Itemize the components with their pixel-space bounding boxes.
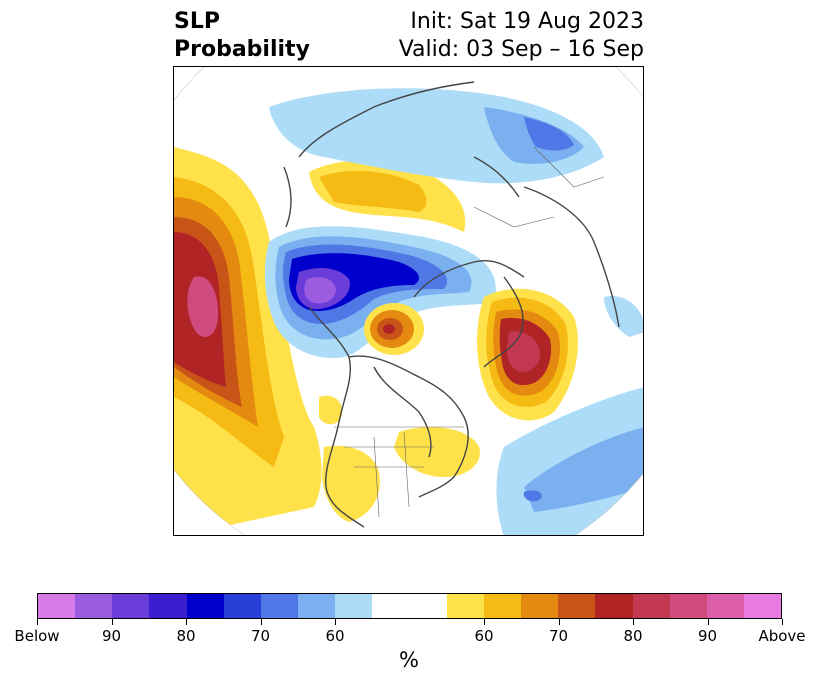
colorbar-tick [335, 619, 336, 625]
colorbar-swatch [706, 594, 744, 618]
colorbar-swatch [595, 594, 633, 618]
colorbar-swatch [112, 594, 150, 618]
pacific-below-anomaly [269, 88, 604, 184]
colorbar-tick-label: 80 [623, 627, 643, 645]
colorbar-swatch [409, 594, 447, 618]
colorbar-swatch [669, 594, 707, 618]
arctic-below-anomaly [264, 226, 496, 358]
colorbar-tick [558, 619, 560, 625]
colorbar-swatch [298, 594, 336, 618]
colorbar-tick-label: Below [14, 627, 60, 645]
colorbar-tick-label: 60 [325, 627, 345, 645]
colorbar-tick [707, 619, 709, 625]
colorbar-tick-label: 60 [474, 627, 494, 645]
init-date: Init: Sat 19 Aug 2023 [410, 9, 644, 34]
valid-dates: Valid: 03 Sep – 16 Sep [398, 37, 644, 62]
colorbar-swatch [446, 594, 484, 618]
colorbar-tick [633, 619, 634, 625]
colorbar-units: % [399, 648, 419, 672]
colorbar-tick-label: 70 [548, 627, 569, 645]
colorbar-tick-label: 70 [250, 627, 271, 645]
colorbar-swatch [558, 594, 596, 618]
colorbar-swatch [75, 594, 113, 618]
colorbar-tick-label: 90 [101, 627, 122, 645]
colorbar-swatch [38, 594, 76, 618]
colorbar [37, 593, 782, 619]
north-america-above-anomaly [319, 395, 480, 522]
colorbar-tick [186, 619, 187, 625]
colorbar-swatch [743, 594, 782, 618]
colorbar-swatch [149, 594, 187, 618]
siberia-above-band [309, 160, 466, 232]
colorbar-tick [260, 619, 262, 625]
coastlines [283, 81, 620, 528]
borders [334, 146, 605, 518]
baffin-above-anomaly [364, 303, 424, 355]
map-dates: Init: Sat 19 Aug 2023 Valid: 03 Sep – 16… [399, 8, 644, 64]
colorbar-swatch [335, 594, 373, 618]
colorbar-tick [782, 619, 783, 625]
colorbar-tick-label: Above [758, 627, 806, 645]
map-title: SLP Probability [174, 9, 310, 62]
colorbar-swatch [483, 594, 522, 618]
colorbar-swatch [632, 594, 670, 618]
atlantic-below-anomaly [496, 296, 643, 535]
colorbar-swatch [521, 594, 559, 618]
probability-map [173, 66, 644, 536]
colorbar-swatch [260, 594, 299, 618]
pacific-above-anomaly [174, 147, 322, 535]
colorbar-tick [37, 619, 38, 625]
colorbar-tick-label: 80 [176, 627, 196, 645]
colorbar-tick [111, 619, 113, 625]
atlantic-above-anomaly [477, 288, 578, 421]
colorbar-tick [484, 619, 485, 625]
colorbar-tick-label: 90 [697, 627, 718, 645]
colorbar-swatch [186, 594, 224, 618]
colorbar-swatch [372, 594, 410, 618]
colorbar-swatch [223, 594, 261, 618]
